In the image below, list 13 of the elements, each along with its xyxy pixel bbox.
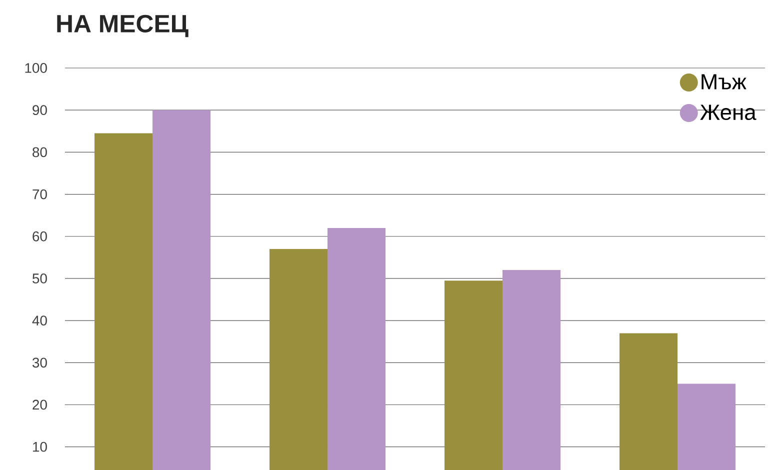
y-tick-label: 60: [32, 231, 47, 242]
y-tick-label: 40: [32, 316, 47, 326]
y-tick-label: 50: [32, 274, 47, 284]
y-tick-label: 100: [25, 63, 47, 73]
chart-title: НА МЕСЕЦ: [57, 14, 188, 38]
y-tick-label: 20: [32, 400, 47, 410]
y-tick-label: 30: [32, 358, 47, 368]
legend-label: Жена: [700, 104, 756, 120]
y-tick-label: 90: [32, 105, 47, 116]
y-tick-label: 80: [32, 147, 47, 158]
legend-label: Мъж: [702, 74, 746, 90]
y-tick-label: 10: [33, 442, 47, 452]
y-tick-label: 70: [32, 189, 47, 200]
